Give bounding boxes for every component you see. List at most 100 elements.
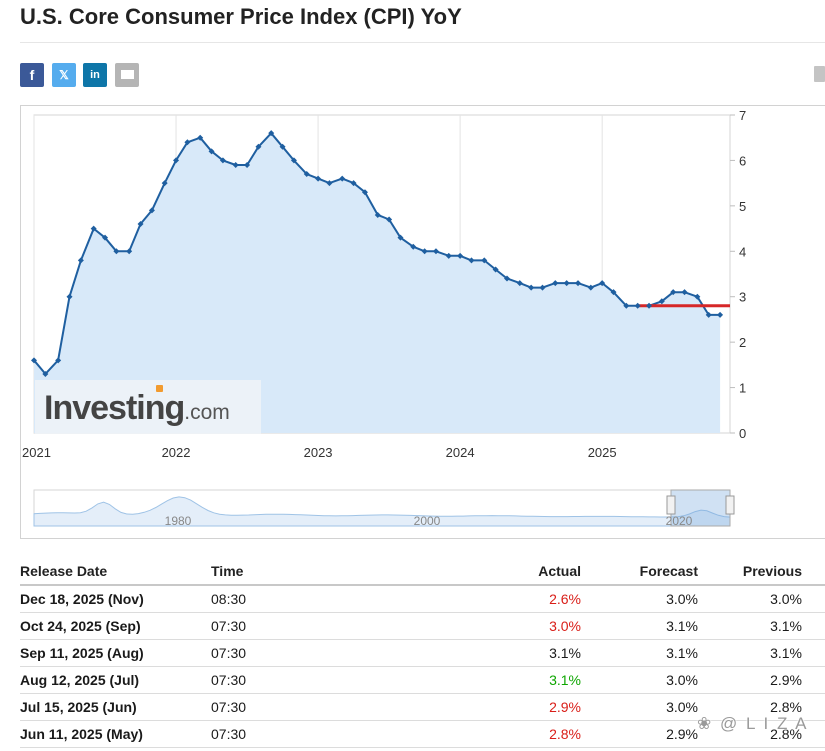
data-point: [77, 257, 84, 264]
navigator-label: 2000: [414, 514, 441, 528]
release-date-cell: Jun 11, 2025 (May): [20, 720, 211, 748]
table-row: Sep 11, 2025 (Aug) 07:30 3.1% 3.1% 3.1%: [20, 639, 825, 667]
release-time-cell: 07:30: [211, 666, 435, 694]
data-point: [90, 225, 97, 232]
data-point: [410, 243, 417, 250]
forecast-value-cell: 2.9%: [581, 720, 698, 748]
forecast-value-cell: 3.1%: [581, 639, 698, 667]
data-point: [315, 175, 322, 182]
y-tick-label: 7: [739, 108, 746, 123]
data-point: [361, 189, 368, 196]
email-share-button[interactable]: [115, 63, 139, 87]
header-actual[interactable]: Actual: [435, 558, 581, 586]
data-point: [42, 370, 49, 377]
data-point: [208, 148, 215, 155]
data-point: [634, 302, 641, 309]
data-point: [219, 157, 226, 164]
row-spacer: [802, 666, 825, 694]
header-release-date[interactable]: Release Date: [20, 558, 211, 586]
cpi-chart[interactable]: 0 1 2 3 4 5 6 7 2021 2022 2023 2024 2025 1980 2000 2020: [21, 106, 825, 540]
navigator-label: 1980: [165, 514, 192, 528]
navigator-handle: [666, 495, 676, 515]
title-divider: [20, 42, 825, 43]
data-point: [575, 280, 582, 287]
release-table: Release Date Time Actual Forecast Previo…: [20, 558, 825, 748]
release-date-cell: Oct 24, 2025 (Sep): [20, 612, 211, 640]
facebook-icon: f: [29, 67, 35, 83]
table-row: Oct 24, 2025 (Sep) 07:30 3.0% 3.1% 3.1%: [20, 612, 825, 640]
data-point: [539, 284, 546, 291]
row-spacer: [802, 612, 825, 640]
data-point: [268, 130, 275, 137]
y-tick-label: 0: [739, 426, 746, 441]
data-point: [279, 143, 286, 150]
forecast-value-cell: 3.0%: [581, 693, 698, 721]
page-title: U.S. Core Consumer Price Index (CPI) YoY: [20, 4, 462, 29]
facebook-share-button[interactable]: f: [20, 63, 44, 87]
data-point: [481, 257, 488, 264]
x-tick-label: 2025: [588, 445, 617, 460]
logo-dot: [156, 385, 163, 392]
data-point: [386, 216, 393, 223]
data-point: [445, 252, 452, 259]
data-point: [658, 298, 665, 305]
linkedin-icon: in: [90, 69, 100, 81]
data-point: [173, 157, 180, 164]
data-point: [492, 266, 499, 273]
data-point: [421, 248, 428, 255]
actual-value-cell: 3.1%: [435, 639, 581, 667]
data-point: [255, 143, 262, 150]
data-point: [102, 234, 109, 241]
forecast-value-cell: 3.0%: [581, 585, 698, 613]
x-tick-label: 2024: [446, 445, 475, 460]
table-row: Jun 11, 2025 (May) 07:30 2.8% 2.9% 2.8%: [20, 720, 825, 748]
twitter-share-button[interactable]: 𝕏: [52, 63, 76, 87]
y-tick-label: 1: [739, 381, 746, 396]
series-area: [34, 133, 721, 433]
data-point: [374, 211, 381, 218]
forecast-value-cell: 3.1%: [581, 612, 698, 640]
x-tick-label: 2022: [162, 445, 191, 460]
data-point: [563, 280, 570, 287]
previous-value-cell: 3.1%: [698, 612, 802, 640]
header-spacer: [802, 558, 825, 586]
table-header-row: Release Date Time Actual Forecast Previo…: [20, 558, 825, 586]
data-point: [397, 234, 404, 241]
data-point: [694, 293, 701, 300]
header-previous[interactable]: Previous: [698, 558, 802, 586]
data-point: [468, 257, 475, 264]
y-tick-label: 5: [739, 199, 746, 214]
release-time-cell: 07:30: [211, 612, 435, 640]
print-icon[interactable]: [814, 66, 825, 82]
previous-value-cell: 2.8%: [698, 693, 802, 721]
row-spacer: [802, 693, 825, 721]
release-date-cell: Jul 15, 2025 (Jun): [20, 693, 211, 721]
y-tick-label: 3: [739, 290, 746, 305]
header-forecast[interactable]: Forecast: [581, 558, 698, 586]
header-time[interactable]: Time: [211, 558, 435, 586]
data-point: [599, 280, 606, 287]
previous-value-cell: 3.0%: [698, 585, 802, 613]
data-point: [197, 134, 204, 141]
watermark: ❀ @ L I Z A: [697, 714, 809, 733]
data-point: [705, 311, 712, 318]
forecast-value-cell: 3.0%: [581, 666, 698, 694]
data-point: [31, 357, 37, 364]
data-point: [623, 302, 630, 309]
linkedin-share-button[interactable]: in: [83, 63, 107, 87]
data-point: [148, 207, 155, 214]
table-row: Jul 15, 2025 (Jun) 07:30 2.9% 3.0% 2.8%: [20, 693, 825, 721]
data-point: [552, 280, 559, 287]
release-time-cell: 07:30: [211, 639, 435, 667]
navigator-area: [33, 496, 731, 527]
data-point: [126, 248, 133, 255]
data-point: [113, 248, 120, 255]
data-point: [528, 284, 535, 291]
y-tick-label: 4: [739, 244, 746, 259]
data-point: [55, 357, 62, 364]
y-tick-label: 6: [739, 153, 746, 168]
logo-text: Investing: [44, 389, 185, 427]
data-point: [670, 289, 677, 296]
data-point: [66, 293, 73, 300]
data-point: [303, 171, 310, 178]
